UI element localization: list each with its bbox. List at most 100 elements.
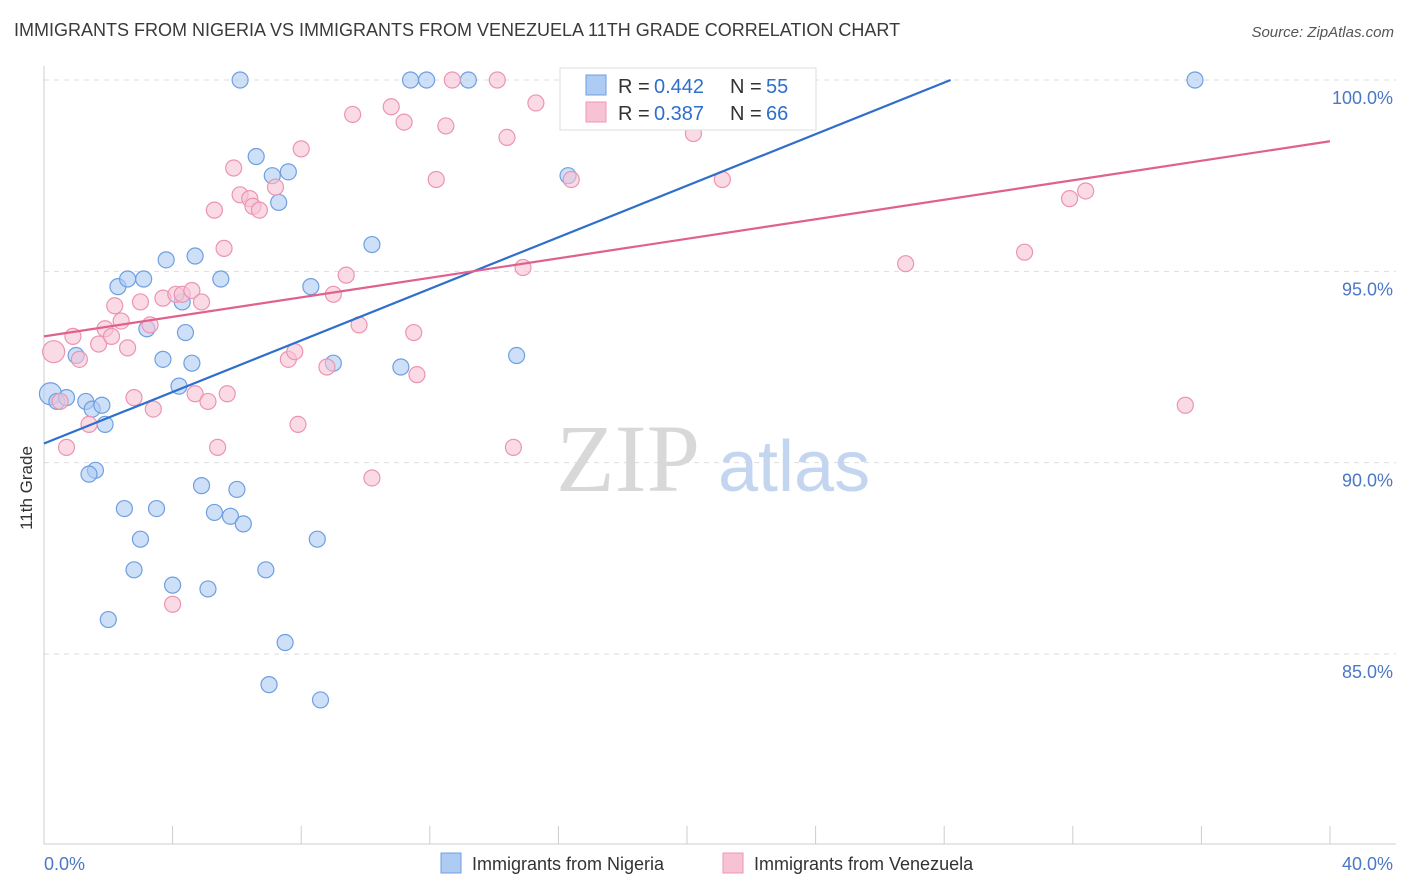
nigeria-points xyxy=(38,71,1204,709)
nigeria-point xyxy=(270,193,288,212)
venezuela-point xyxy=(527,94,545,112)
watermark-atlas: atlas xyxy=(718,427,870,507)
nigeria-point xyxy=(93,396,111,414)
venezuela-point xyxy=(57,438,76,456)
venezuela-point xyxy=(504,438,522,456)
venezuela-point xyxy=(164,595,182,613)
venezuela-point xyxy=(118,339,137,357)
venezuela-point xyxy=(199,392,217,411)
nigeria-point xyxy=(459,71,477,89)
venezuela-point xyxy=(289,415,307,433)
venezuela-point xyxy=(90,335,108,353)
venezuela-point xyxy=(102,327,121,345)
watermark: ZIP atlas xyxy=(556,405,870,512)
bottom-legend-swatch-nigeria xyxy=(440,852,462,874)
venezuela-point xyxy=(1176,396,1194,414)
venezuela-point xyxy=(405,323,423,342)
nigeria-point xyxy=(186,247,204,265)
venezuela-point xyxy=(144,400,162,418)
nigeria-point xyxy=(192,477,211,495)
venezuela-point xyxy=(125,389,143,407)
legend-n-value-venezuela: 66 xyxy=(766,103,788,125)
venezuela-point xyxy=(562,170,580,189)
venezuela-point xyxy=(1077,182,1095,200)
venezuela-point xyxy=(395,113,413,131)
y-tick-label-1: 90.0% xyxy=(1342,471,1393,491)
venezuela-point xyxy=(292,140,310,158)
chart-title: IMMIGRANTS FROM NIGERIA VS IMMIGRANTS FR… xyxy=(14,20,901,40)
nigeria-point xyxy=(234,515,252,533)
nigeria-point xyxy=(401,71,420,89)
venezuela-point xyxy=(897,255,915,273)
legend-n-label-venezuela: N = xyxy=(730,103,762,125)
venezuela-point xyxy=(498,128,516,146)
y-axis-label: 11th Grade xyxy=(17,446,36,530)
venezuela-point xyxy=(437,117,455,135)
source-credit: Source: ZipAtlas.com xyxy=(1251,24,1394,41)
nigeria-point xyxy=(131,530,150,548)
venezuela-point xyxy=(70,350,88,368)
nigeria-point xyxy=(508,346,526,365)
nigeria-point xyxy=(183,354,201,372)
nigeria-point xyxy=(392,358,410,376)
nigeria-point xyxy=(99,610,117,629)
venezuela-point xyxy=(1060,190,1079,208)
nigeria-point xyxy=(164,576,182,594)
venezuela-points xyxy=(42,71,1194,613)
nigeria-point xyxy=(212,270,230,288)
x-tick-label-0: 0.0% xyxy=(44,854,85,874)
venezuela-point xyxy=(51,392,69,411)
venezuela-point xyxy=(225,159,243,177)
nigeria-point xyxy=(308,530,326,548)
venezuela-point xyxy=(427,170,445,189)
nigeria-point xyxy=(157,251,175,269)
legend-r-value-nigeria: 0.442 xyxy=(654,76,704,98)
venezuela-point xyxy=(218,385,236,403)
legend-r-value-venezuela: 0.387 xyxy=(654,103,704,125)
nigeria-point xyxy=(115,499,133,518)
nigeria-point xyxy=(154,350,172,368)
bottom-legend-label-nigeria: Immigrants from Nigeria xyxy=(472,854,665,874)
venezuela-point xyxy=(344,105,362,124)
y-tick-labels: 85.0% 90.0% 95.0% 100.0% xyxy=(1332,88,1393,682)
y-tick-label-2: 95.0% xyxy=(1342,279,1393,299)
venezuela-point xyxy=(363,469,381,487)
nigeria-point xyxy=(247,147,265,166)
y-tick-label-3: 100.0% xyxy=(1332,88,1393,108)
x-tick-label-1: 40.0% xyxy=(1342,854,1393,874)
nigeria-point xyxy=(276,633,294,652)
venezuela-point xyxy=(1015,243,1034,261)
venezuela-point xyxy=(488,71,506,89)
venezuela-point xyxy=(106,297,124,315)
x-tick-labels: 0.0% 40.0% xyxy=(44,854,1393,874)
nigeria-point xyxy=(302,278,320,296)
trendline-nigeria xyxy=(43,78,952,445)
venezuela-point xyxy=(209,438,227,456)
nigeria-point xyxy=(205,503,223,522)
nigeria-point xyxy=(221,507,240,525)
legend-n-value-nigeria: 55 xyxy=(766,76,788,98)
nigeria-point xyxy=(260,676,278,694)
venezuela-point xyxy=(192,293,211,311)
venezuela-point xyxy=(408,366,426,384)
legend-top: R = 0.442 N = 55 R = 0.387 N = 66 xyxy=(559,67,817,131)
nigeria-point xyxy=(199,580,217,598)
nigeria-point xyxy=(1186,71,1204,89)
y-tick-label-0: 85.0% xyxy=(1342,662,1393,682)
legend-bottom: Immigrants from Nigeria Immigrants from … xyxy=(440,852,974,874)
venezuela-point xyxy=(205,201,223,219)
venezuela-point xyxy=(186,385,204,403)
nigeria-point xyxy=(417,71,436,89)
nigeria-point xyxy=(228,480,246,499)
venezuela-point xyxy=(318,358,336,376)
nigeria-point xyxy=(80,465,98,483)
nigeria-point xyxy=(147,499,166,518)
legend-swatch-nigeria xyxy=(585,74,607,96)
gridlines xyxy=(44,79,1396,655)
venezuela-point xyxy=(183,281,201,300)
legend-r-label-venezuela: R = xyxy=(618,103,650,125)
bottom-legend-swatch-venezuela xyxy=(722,852,744,874)
venezuela-point xyxy=(337,266,355,284)
nigeria-point xyxy=(311,691,330,709)
